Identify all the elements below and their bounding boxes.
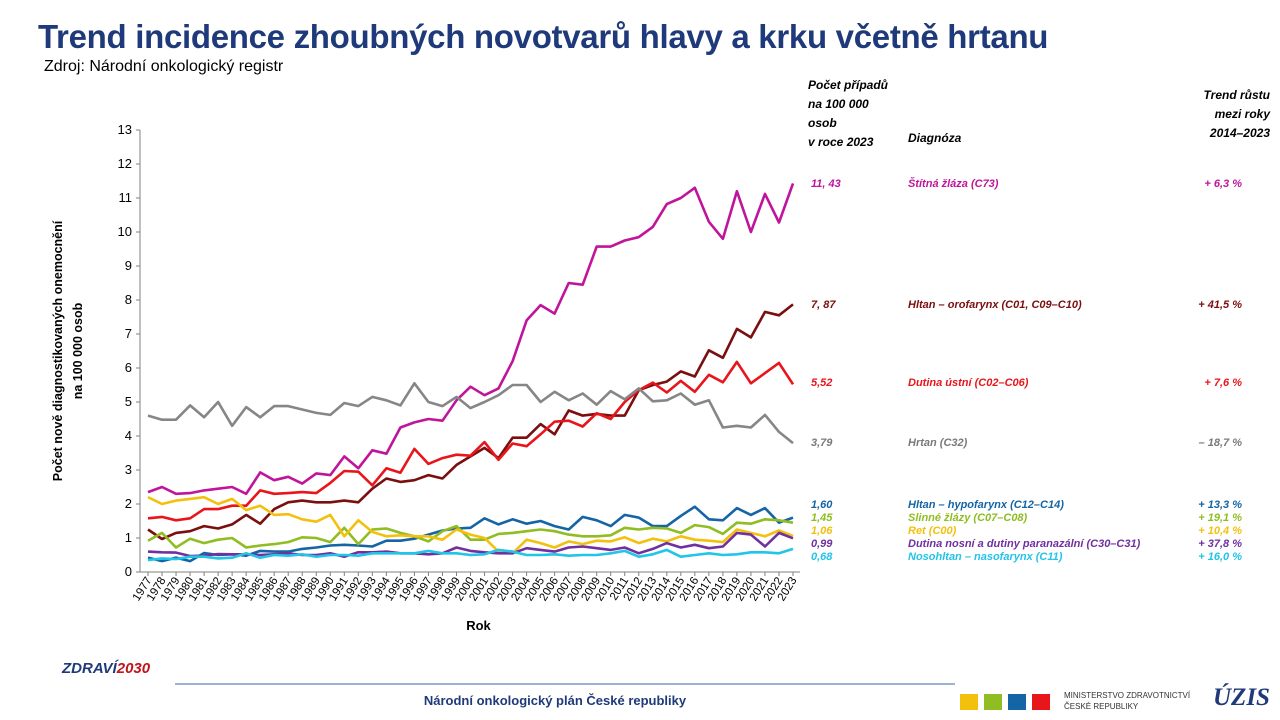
series-trend: + 37,8 %	[1198, 538, 1242, 550]
series-value-2023: 3,79	[811, 437, 833, 449]
series-value-2023: 0,68	[811, 551, 833, 563]
y-tick-label: 4	[125, 428, 132, 443]
ministry-line: MINISTERSTVO ZDRAVOTNICTVÍ	[1064, 691, 1191, 700]
series-diagnosis: Nosohltan – nasofarynx (C11)	[908, 551, 1063, 563]
series-diagnosis: Štítná žláza (C73)	[908, 178, 999, 190]
series-diagnosis: Hrtan (C32)	[908, 437, 968, 449]
header-diagnosis: Diagnóza	[908, 131, 962, 145]
y-tick-label: 2	[125, 496, 132, 511]
header-count-line: Počet případů	[808, 78, 889, 92]
y-tick-label: 11	[119, 190, 133, 205]
zdravi-logo-number: 2030	[116, 660, 151, 677]
series-trend: – 18,7 %	[1198, 437, 1242, 449]
series-trend: + 16,0 %	[1198, 551, 1242, 563]
series-value-2023: 7, 87	[811, 299, 836, 311]
series-line-1	[147, 182, 795, 496]
y-tick-label: 1	[125, 530, 132, 545]
page-title: Trend incidence zhoubných novotvarů hlav…	[38, 18, 1049, 55]
yellow-logo-icon	[960, 694, 978, 710]
series-line-4	[147, 381, 794, 445]
series-line-5	[147, 505, 794, 563]
series-line-8	[147, 531, 794, 559]
zdravi-2030-logo: ZDRAVÍ2030	[62, 660, 150, 677]
header-trend-line: Trend růstu	[1203, 88, 1270, 102]
header-count-line: osob	[808, 116, 837, 130]
header-trend-line: 2014–2023	[1209, 126, 1270, 140]
green-logo-icon	[984, 694, 1002, 710]
series-value-2023: 5,52	[811, 377, 833, 389]
y-tick-label: 12	[118, 156, 132, 171]
footer-text: Národní onkologický plán České republiky	[423, 693, 687, 708]
series-trend: + 19,1 %	[1198, 512, 1242, 524]
y-tick-label: 3	[125, 462, 132, 477]
source-note: Zdroj: Národní onkologický registr	[44, 58, 284, 75]
series-value-2023: 0,99	[811, 538, 833, 550]
ministry-logo-text: MINISTERSTVO ZDRAVOTNICTVÍ ČESKÉ REPUBLI…	[1064, 690, 1190, 712]
series-value-2023: 1,60	[811, 499, 833, 511]
series-line-6	[147, 517, 794, 549]
header-trend: Trend růstu mezi roky 2014–2023	[1160, 86, 1270, 143]
series-value-2023: 11, 43	[811, 178, 841, 190]
header-count-line: v roce 2023	[808, 135, 874, 149]
y-axis-label: na 100 000 osob	[71, 302, 85, 399]
series-trend: + 6,3 %	[1204, 178, 1242, 190]
series-line-3	[147, 360, 795, 522]
series-trend: + 13,3 %	[1198, 499, 1242, 511]
series-diagnosis: Ret (C00)	[908, 525, 957, 537]
series-trend: + 7,6 %	[1204, 377, 1242, 389]
series-trend: + 41,5 %	[1198, 299, 1242, 311]
y-tick-label: 5	[125, 394, 132, 409]
footer-divider	[175, 683, 955, 685]
series-line-9	[147, 547, 794, 562]
uzis-logo: ÚZIS	[1213, 684, 1270, 711]
series-line-7	[147, 495, 794, 555]
x-axis-label: Rok	[466, 618, 491, 633]
blue-logo-icon	[1008, 694, 1026, 710]
series-diagnosis: Dutina nosní a dutiny paranazální (C30–C…	[908, 538, 1141, 550]
program-logos	[960, 694, 1050, 710]
y-tick-label: 8	[125, 292, 132, 307]
y-axis-label: Počet nově diagnostikovaných onemocnění	[51, 220, 65, 481]
header-count-line: na 100 000	[808, 97, 869, 111]
y-tick-label: 13	[118, 122, 132, 137]
y-tick-label: 10	[118, 224, 132, 239]
series-line-2	[147, 303, 794, 541]
series-trend: + 10,4 %	[1198, 525, 1242, 537]
y-tick-label: 0	[125, 564, 132, 579]
series-diagnosis: Hltan – hypofarynx (C12–C14)	[908, 499, 1064, 511]
series-value-2023: 1,06	[811, 525, 833, 537]
zdravi-logo-text: ZDRAVÍ	[62, 660, 117, 677]
y-tick-label: 6	[125, 360, 132, 375]
y-tick-label: 7	[125, 326, 132, 341]
series-diagnosis: Dutina ústní (C02–C06)	[908, 377, 1029, 389]
line-chart: 0123456789101112131977197819791980198119…	[51, 122, 800, 633]
series-diagnosis: Hltan – orofarynx (C01, C09–C10)	[908, 299, 1082, 311]
y-tick-label: 9	[125, 258, 132, 273]
header-trend-line: mezi roky	[1214, 107, 1270, 121]
ministry-line: ČESKÉ REPUBLIKY	[1064, 702, 1139, 711]
red-logo-icon	[1032, 694, 1050, 710]
series-value-2023: 1,45	[811, 512, 833, 524]
header-count-per-100000: Počet případů na 100 000 osob v roce 202…	[808, 76, 918, 152]
series-diagnosis: Slinné žlázy (C07–C08)	[908, 512, 1028, 524]
